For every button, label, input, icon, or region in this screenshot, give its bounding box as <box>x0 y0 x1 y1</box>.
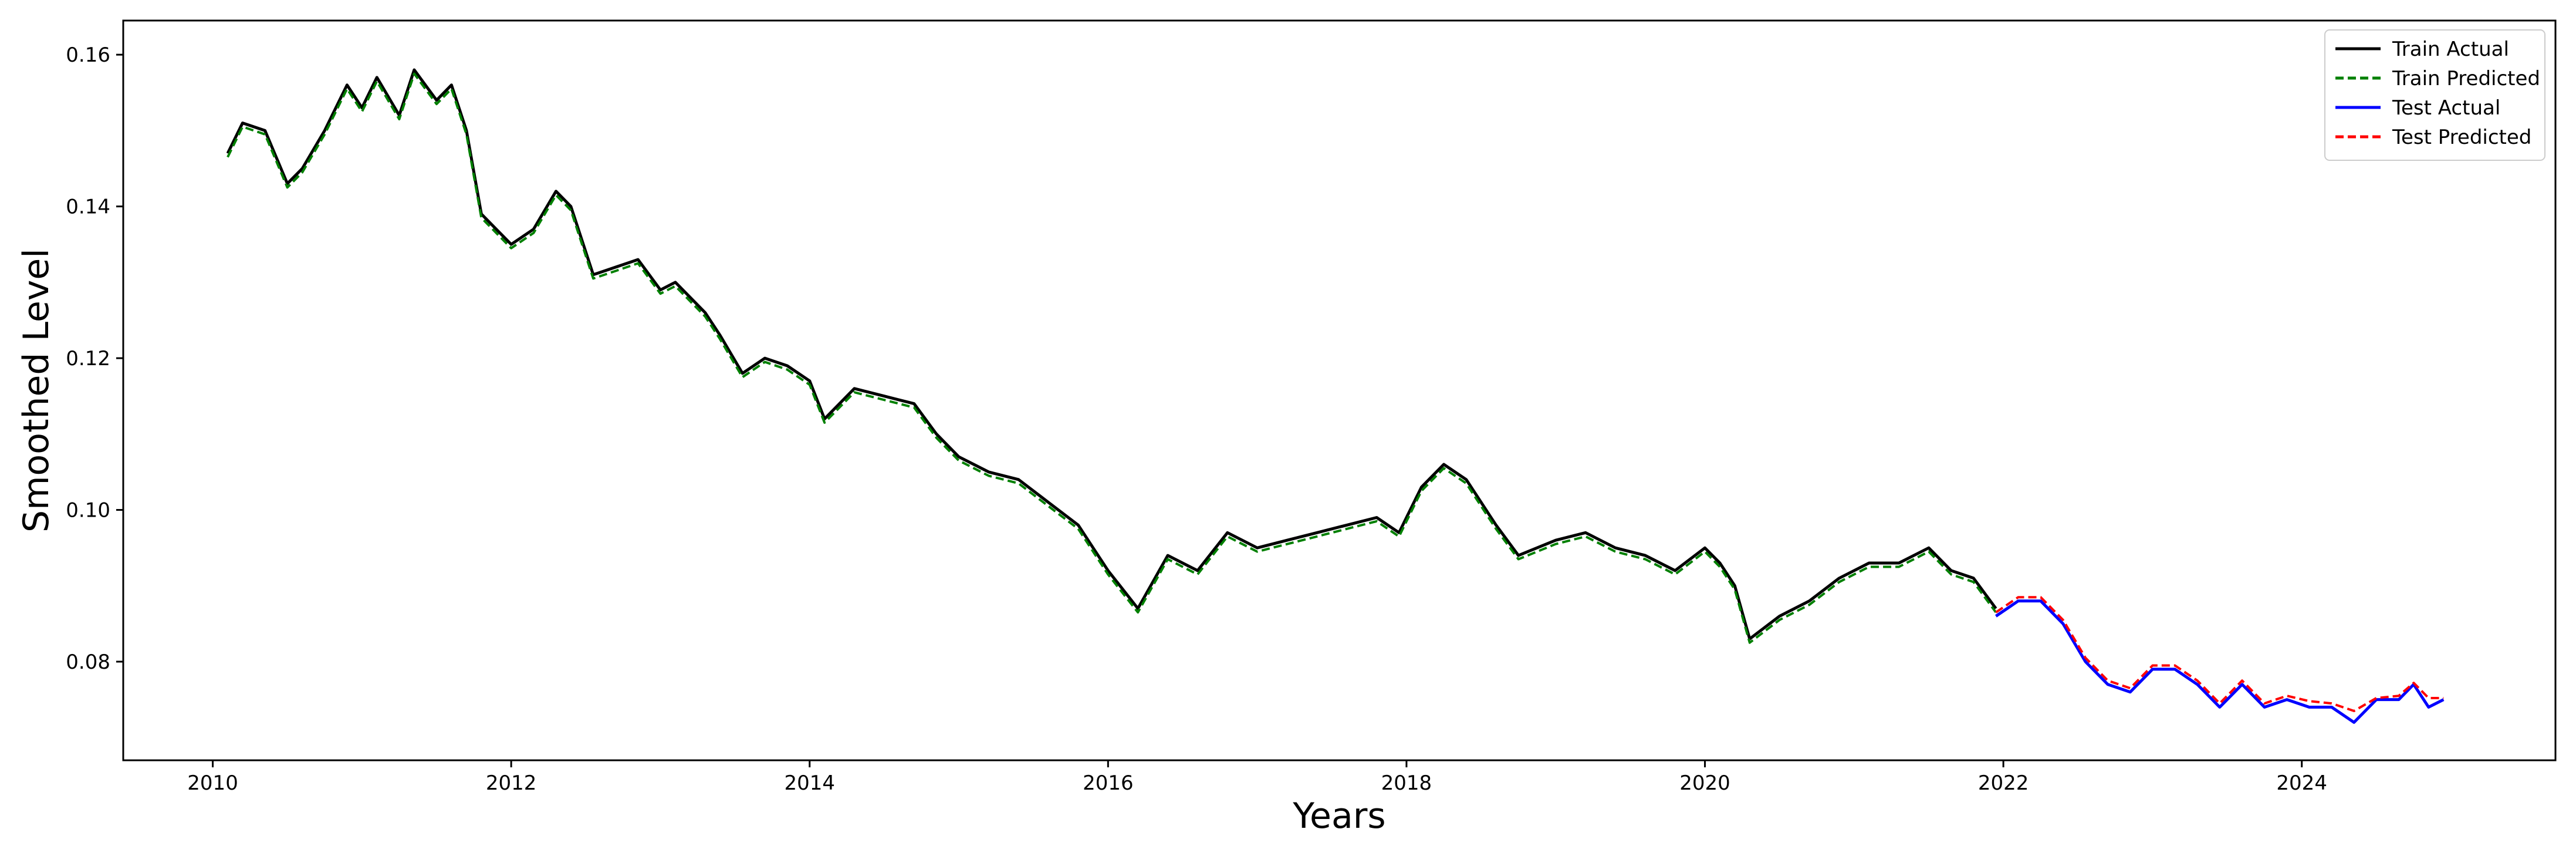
x-tick-label: 2014 <box>784 771 835 795</box>
series-line-train-actual <box>226 68 1997 641</box>
series-line-train-predicted <box>227 72 1997 644</box>
series-line-test-actual <box>1994 599 2445 724</box>
y-tick-label: 0.14 <box>66 196 110 219</box>
plot-frame <box>122 19 2557 761</box>
series-line-test-predicted <box>1995 596 2444 712</box>
series-layer <box>226 68 2445 724</box>
x-tick-label: 2024 <box>2276 771 2327 795</box>
x-tick-label: 2010 <box>187 771 238 795</box>
legend-box <box>2324 29 2545 161</box>
x-tick-label: 2012 <box>486 771 537 795</box>
y-tick-label: 0.08 <box>66 650 110 674</box>
legend-label: Test Predicted <box>2392 126 2531 149</box>
x-tick-label: 2016 <box>1083 771 1134 795</box>
y-tick-label: 0.10 <box>66 499 110 523</box>
y-axis-title: Smoothed Level <box>16 248 57 532</box>
legend-label: Train Actual <box>2392 38 2509 61</box>
y-tick-label: 0.16 <box>66 43 110 67</box>
x-tick-label: 2020 <box>1679 771 1730 795</box>
x-tick-label: 2022 <box>1978 771 2029 795</box>
x-axis-title: Years <box>1292 796 1385 837</box>
x-axis: 2010 2012 2014 2016 2018 2020 2022 2024 <box>187 760 2327 795</box>
x-tick-label: 2018 <box>1381 771 1432 795</box>
legend: Train Actual Train Predicted Test Actual Te… <box>2324 29 2545 161</box>
y-tick-label: 0.12 <box>66 347 110 370</box>
legend-label: Test Actual <box>2392 96 2500 120</box>
legend-label: Train Predicted <box>2392 67 2540 90</box>
y-axis: 0.08 0.10 0.12 0.14 0.16 <box>66 43 123 674</box>
